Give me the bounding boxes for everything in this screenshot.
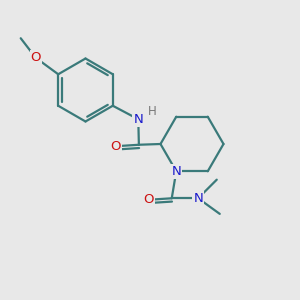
Text: N: N (134, 113, 143, 126)
Text: O: O (31, 51, 41, 64)
Text: H: H (147, 105, 156, 118)
Text: O: O (143, 193, 154, 206)
Text: N: N (193, 192, 203, 205)
Text: N: N (171, 165, 181, 178)
Text: O: O (110, 140, 121, 153)
